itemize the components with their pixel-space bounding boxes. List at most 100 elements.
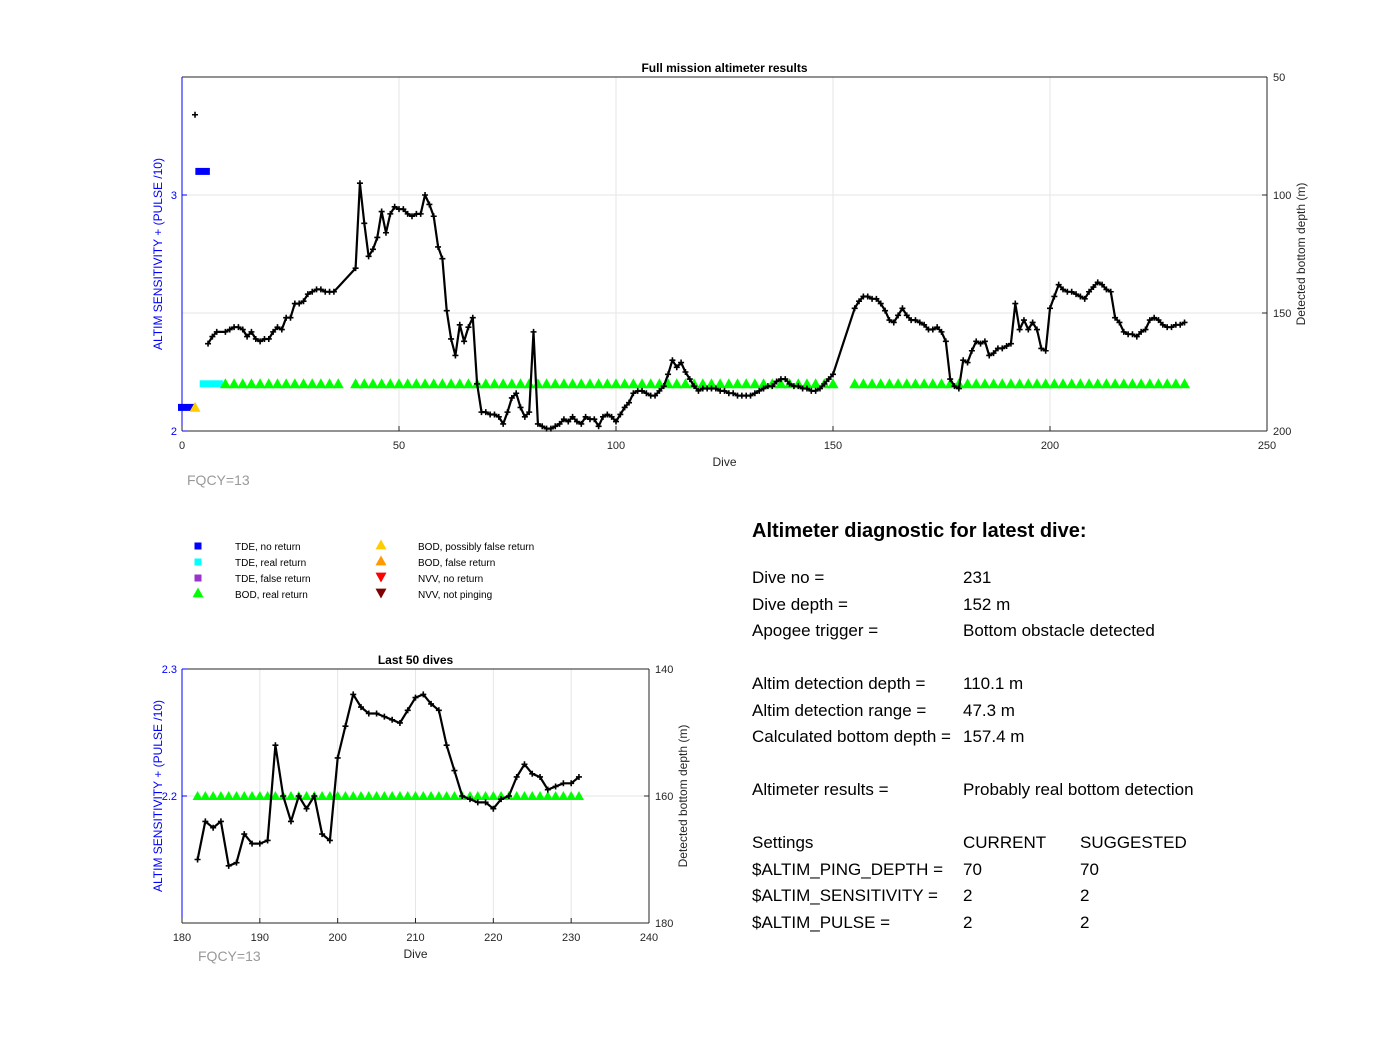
depth-point-marker bbox=[1107, 288, 1114, 295]
dive-depth-value: 152 m bbox=[963, 594, 1011, 614]
depth-point-marker bbox=[886, 317, 893, 324]
left-tick-label: 2.3 bbox=[162, 664, 177, 676]
depth-point-marker bbox=[530, 328, 537, 335]
dive-no-value: 231 bbox=[963, 568, 992, 587]
status-marker bbox=[810, 378, 822, 389]
depth-point-marker bbox=[1016, 326, 1023, 333]
depth-point-marker bbox=[225, 862, 232, 869]
depth-point-marker bbox=[682, 369, 689, 375]
status-marker bbox=[254, 791, 265, 800]
status-marker bbox=[426, 791, 437, 800]
ping-depth-row: $ALTIM_PING_DEPTH = 70 70 bbox=[752, 857, 1372, 884]
status-marker bbox=[1031, 378, 1043, 389]
status-marker bbox=[1092, 378, 1104, 389]
depth-point-marker bbox=[929, 326, 936, 333]
depth-point-marker bbox=[856, 298, 863, 305]
right-tick-label: 160 bbox=[655, 791, 673, 803]
status-marker bbox=[1040, 378, 1052, 389]
settings-header-row: Settings CURRENT SUGGESTED bbox=[752, 830, 1372, 857]
status-marker bbox=[515, 378, 527, 389]
depth-point-marker bbox=[356, 180, 363, 187]
calculated-depth-value: 157.4 m bbox=[963, 727, 1025, 746]
status-marker bbox=[199, 380, 223, 388]
depth-point-marker bbox=[342, 723, 349, 730]
depth-point-marker bbox=[575, 773, 582, 780]
depth-point-marker bbox=[608, 413, 615, 420]
status-marker bbox=[679, 378, 691, 389]
status-legend: TDE, no return TDE, real return TDE, false… bbox=[192, 539, 534, 601]
detection-depth-label: Altim detection depth = bbox=[752, 674, 926, 693]
depth-series-line bbox=[207, 182, 1186, 430]
status-marker bbox=[1170, 378, 1182, 389]
depth-point-marker bbox=[990, 350, 997, 357]
depth-point-marker bbox=[873, 295, 880, 302]
right-tick-label: 50 bbox=[1273, 72, 1285, 84]
depth-point-marker bbox=[529, 770, 536, 777]
depth-point-marker bbox=[899, 305, 906, 312]
depth-point-marker bbox=[465, 324, 472, 331]
depth-point-marker bbox=[1146, 317, 1153, 324]
depth-point-marker bbox=[1042, 347, 1049, 354]
depth-point-marker bbox=[330, 288, 337, 295]
depth-point-marker bbox=[803, 385, 810, 392]
depth-point-marker bbox=[513, 773, 520, 780]
depth-point-marker bbox=[265, 335, 272, 342]
depth-point-marker bbox=[1103, 286, 1110, 293]
legend-swatch bbox=[375, 572, 387, 583]
fqcy-annotation: FQCY=13 bbox=[187, 472, 250, 488]
depth-point-marker bbox=[942, 338, 949, 345]
status-marker bbox=[532, 378, 544, 389]
dive-no-row: Dive no = 231 bbox=[752, 565, 1372, 592]
depth-point-marker bbox=[304, 291, 311, 298]
legend-label: BOD, real return bbox=[235, 590, 308, 601]
depth-point-marker bbox=[264, 837, 271, 844]
left-tick-label: 2 bbox=[171, 426, 177, 438]
legend-swatch bbox=[192, 587, 204, 598]
status-marker bbox=[988, 378, 1000, 389]
depth-point-marker bbox=[821, 380, 828, 387]
depth-point-marker bbox=[241, 831, 248, 838]
depth-point-marker bbox=[760, 385, 767, 392]
depth-point-marker bbox=[877, 300, 884, 307]
status-marker bbox=[775, 378, 787, 389]
status-marker bbox=[519, 791, 530, 800]
depth-point-marker bbox=[404, 210, 411, 217]
depth-point-marker bbox=[521, 413, 528, 420]
status-marker bbox=[962, 378, 974, 389]
depth-point-marker bbox=[319, 831, 326, 838]
status-marker bbox=[918, 378, 930, 389]
right-tick-label: 100 bbox=[1273, 190, 1291, 202]
status-marker bbox=[714, 378, 726, 389]
status-marker bbox=[488, 791, 499, 800]
depth-point-marker bbox=[643, 390, 650, 397]
status-marker bbox=[472, 791, 483, 800]
depth-point-marker bbox=[517, 404, 524, 411]
depth-point-marker bbox=[665, 371, 672, 378]
depth-point-marker bbox=[721, 387, 728, 394]
depth-point-marker bbox=[435, 243, 442, 250]
depth-point-marker bbox=[1047, 305, 1053, 312]
depth-point-marker bbox=[890, 319, 897, 326]
depth-point-marker bbox=[217, 818, 224, 825]
status-marker bbox=[480, 791, 491, 800]
depth-point-marker bbox=[552, 783, 559, 790]
status-marker bbox=[315, 378, 327, 389]
status-marker bbox=[511, 791, 522, 800]
depth-point-marker bbox=[977, 340, 984, 347]
status-marker bbox=[441, 791, 452, 800]
status-marker bbox=[178, 403, 195, 411]
depth-point-marker bbox=[712, 385, 719, 392]
status-marker bbox=[462, 378, 474, 389]
depth-point-marker bbox=[350, 691, 357, 698]
x-axis-label: Dive bbox=[712, 455, 736, 469]
depth-point-marker bbox=[617, 411, 624, 418]
status-marker bbox=[376, 378, 388, 389]
status-marker bbox=[584, 378, 596, 389]
status-marker bbox=[270, 791, 281, 800]
status-marker bbox=[379, 791, 390, 800]
x-tick-label: 190 bbox=[251, 932, 269, 944]
depth-point-marker bbox=[280, 793, 287, 799]
depth-point-marker bbox=[389, 716, 396, 723]
depth-point-marker bbox=[426, 201, 433, 208]
depth-point-marker bbox=[257, 338, 264, 345]
